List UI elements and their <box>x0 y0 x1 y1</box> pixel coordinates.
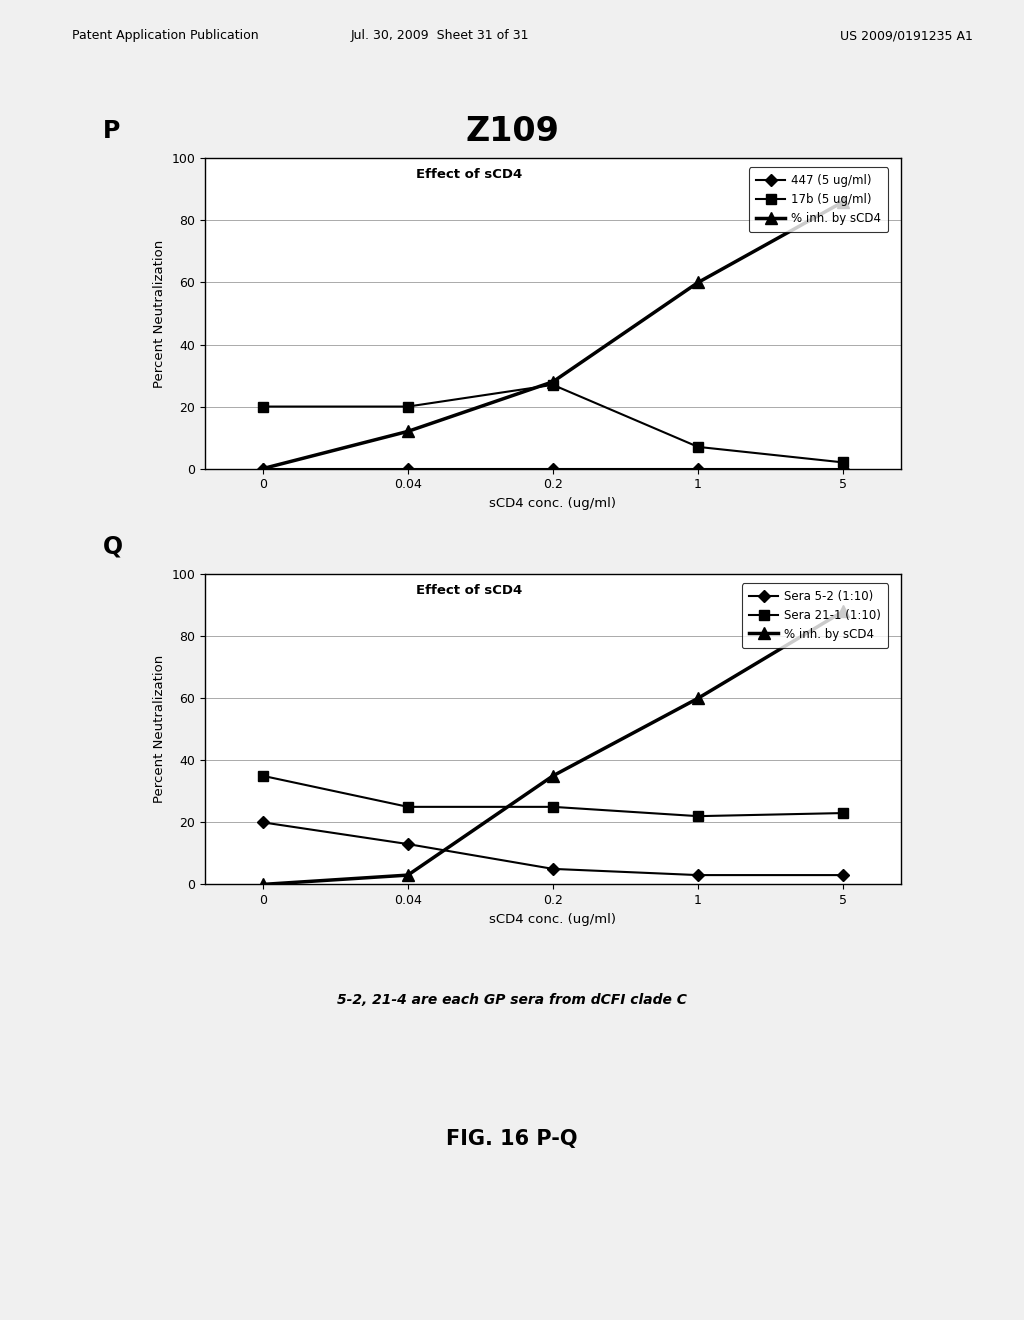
Line: % inh. by sCD4: % inh. by sCD4 <box>257 197 849 474</box>
Text: Patent Application Publication: Patent Application Publication <box>72 29 258 42</box>
Text: FIG. 16 P-Q: FIG. 16 P-Q <box>446 1129 578 1148</box>
% inh. by sCD4 <box>401 424 414 440</box>
Sera 21-1 (1:10) <box>692 808 705 824</box>
% inh. by sCD4 <box>401 867 414 883</box>
Sera 5-2 (1:10) <box>257 814 269 830</box>
Legend: 447 (5 ug/ml), 17b (5 ug/ml), % inh. by sCD4: 447 (5 ug/ml), 17b (5 ug/ml), % inh. by … <box>749 168 888 232</box>
Sera 5-2 (1:10) <box>692 867 705 883</box>
17b (5 ug/ml) <box>837 454 849 470</box>
% inh. by sCD4 <box>692 690 705 706</box>
Text: Jul. 30, 2009  Sheet 31 of 31: Jul. 30, 2009 Sheet 31 of 31 <box>351 29 529 42</box>
447 (5 ug/ml) <box>692 461 705 477</box>
Sera 5-2 (1:10) <box>401 836 414 851</box>
17b (5 ug/ml) <box>401 399 414 414</box>
Sera 21-1 (1:10) <box>547 799 559 814</box>
Text: Effect of sCD4: Effect of sCD4 <box>417 583 522 597</box>
447 (5 ug/ml) <box>257 461 269 477</box>
17b (5 ug/ml) <box>692 440 705 455</box>
Y-axis label: Percent Neutralization: Percent Neutralization <box>153 239 166 388</box>
% inh. by sCD4 <box>257 876 269 892</box>
Legend: Sera 5-2 (1:10), Sera 21-1 (1:10), % inh. by sCD4: Sera 5-2 (1:10), Sera 21-1 (1:10), % inh… <box>741 583 888 648</box>
Sera 5-2 (1:10) <box>837 867 849 883</box>
17b (5 ug/ml) <box>257 399 269 414</box>
Text: Z109: Z109 <box>465 115 559 148</box>
447 (5 ug/ml) <box>837 461 849 477</box>
Line: Sera 5-2 (1:10): Sera 5-2 (1:10) <box>259 818 847 879</box>
Sera 21-1 (1:10) <box>401 799 414 814</box>
Y-axis label: Percent Neutralization: Percent Neutralization <box>153 655 166 804</box>
% inh. by sCD4 <box>257 461 269 477</box>
Text: 5-2, 21-4 are each GP sera from dCFI clade C: 5-2, 21-4 are each GP sera from dCFI cla… <box>337 993 687 1007</box>
Line: Sera 21-1 (1:10): Sera 21-1 (1:10) <box>258 771 848 821</box>
447 (5 ug/ml) <box>547 461 559 477</box>
Sera 5-2 (1:10) <box>547 861 559 876</box>
% inh. by sCD4 <box>547 768 559 784</box>
X-axis label: sCD4 conc. (ug/ml): sCD4 conc. (ug/ml) <box>489 912 616 925</box>
Sera 21-1 (1:10) <box>257 768 269 784</box>
Text: Q: Q <box>102 535 123 558</box>
% inh. by sCD4 <box>837 603 849 619</box>
% inh. by sCD4 <box>692 275 705 290</box>
Sera 21-1 (1:10) <box>837 805 849 821</box>
Line: 17b (5 ug/ml): 17b (5 ug/ml) <box>258 380 848 467</box>
Text: Effect of sCD4: Effect of sCD4 <box>417 168 522 181</box>
% inh. by sCD4 <box>837 194 849 210</box>
% inh. by sCD4 <box>547 374 559 389</box>
X-axis label: sCD4 conc. (ug/ml): sCD4 conc. (ug/ml) <box>489 496 616 510</box>
Text: P: P <box>102 119 120 143</box>
447 (5 ug/ml) <box>401 461 414 477</box>
Line: % inh. by sCD4: % inh. by sCD4 <box>257 606 849 890</box>
Line: 447 (5 ug/ml): 447 (5 ug/ml) <box>259 465 847 473</box>
Text: US 2009/0191235 A1: US 2009/0191235 A1 <box>840 29 973 42</box>
17b (5 ug/ml) <box>547 378 559 393</box>
